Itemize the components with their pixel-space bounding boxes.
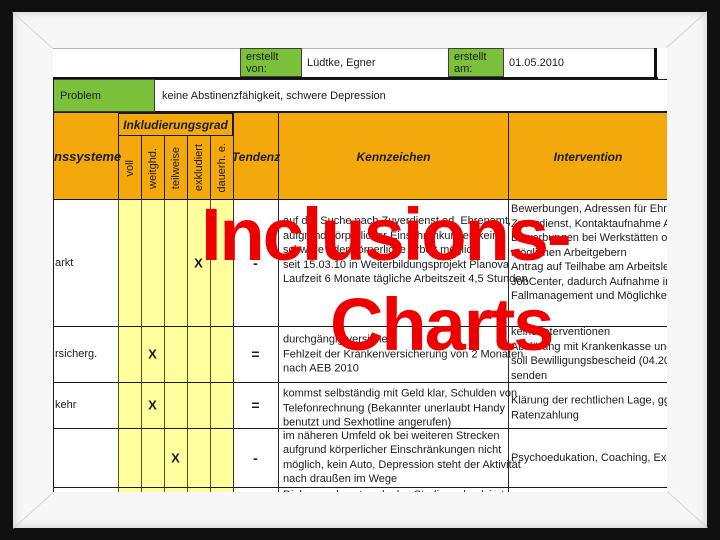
meta-row-bottom-border — [53, 77, 658, 79]
level-label: voll — [124, 159, 136, 177]
header-systems-column: nssysteme — [54, 149, 122, 164]
header-tendency: Tendenz — [232, 113, 280, 200]
yellow-column-voll — [118, 200, 141, 492]
frame-miter-bottom-left — [13, 491, 54, 529]
tendency-value: = — [251, 397, 260, 413]
table-row: kehr X = kommst selbständig mit Geld kla… — [53, 382, 667, 428]
row-border — [53, 428, 667, 429]
table-left-border — [53, 79, 54, 492]
level-label: teilweise — [170, 146, 182, 190]
system-label: arkt — [55, 257, 74, 269]
problem-value-cell: keine Abstinenzfähigkeit, schwere Depres… — [155, 79, 667, 112]
signs-column-border — [278, 200, 279, 492]
yellow-column-dauerh — [210, 200, 233, 492]
frame-miter-top-left — [12, 12, 54, 49]
mark-cell: X — [194, 255, 203, 271]
system-label: rsicherg. — [55, 348, 98, 360]
overlay-title-line1: Inclusions- — [201, 193, 572, 276]
mark-cell: X — [148, 346, 157, 362]
created-by-value-cell: Lüdtke, Egner — [302, 48, 448, 77]
signs-text: Diplom und postgraduales Studium absolvi… — [283, 488, 504, 492]
header-signs: Kennzeichen — [278, 113, 508, 200]
frame-miter-bottom-right — [666, 491, 708, 528]
meta-row-right-border — [654, 48, 657, 78]
row-border — [53, 326, 667, 327]
created-by-label-cell: erstellt von: — [240, 48, 302, 77]
level-label: exkludiert — [193, 144, 205, 192]
table-body: arkt X - auf der Suche nach Zuverdienst … — [53, 79, 667, 492]
tendency-value: = — [251, 346, 260, 362]
signs-text: im näheren Umfeld ok bei weiteren Streck… — [283, 429, 521, 486]
row-border — [53, 487, 667, 488]
table-row: rsicherg. X = durchgängig versichert, Fe… — [53, 326, 667, 382]
created-at-label-cell: erstellt am: — [448, 48, 504, 77]
signs-text: kommst selbständig mit Geld klar, Schuld… — [283, 387, 518, 429]
signs-text: durchgängig versichert, Fehlzeit der Kra… — [283, 333, 524, 375]
header-level-exkludiert: exkludiert — [187, 136, 210, 200]
level-label: dauerh. e. — [216, 143, 228, 193]
yellow-column-teilweise — [164, 200, 187, 492]
header-level-weitghd: weitghd. — [141, 136, 164, 200]
meta-empty-cell — [53, 48, 240, 77]
problem-row: Problem keine Abstinenzfähigkeit, schwer… — [53, 79, 667, 112]
created-at-value-cell: 01.05.2010 — [504, 48, 654, 77]
level-label: weitghd. — [147, 147, 159, 189]
yellow-column-exkludiert — [187, 200, 210, 492]
table-row: X - im näheren Umfeld ok bei weiteren St… — [53, 428, 667, 487]
tendency-value: - — [253, 255, 258, 271]
intervention-text: Bewerbungen, Adressen für Ehrena Zuverdi… — [511, 203, 667, 302]
tendency-value: - — [253, 449, 258, 466]
mark-cell: X — [171, 450, 180, 465]
mark-cell: X — [148, 397, 157, 413]
frame-miter-top-right — [666, 11, 707, 49]
picture-frame-mat: erstellt von: Lüdtke, Egner erstellt am:… — [12, 11, 708, 529]
yellow-columns-right-border — [233, 200, 234, 492]
spreadsheet-table: erstellt von: Lüdtke, Egner erstellt am:… — [53, 48, 667, 492]
intervention-text: keine Interventionen Abklärung mit Krank… — [511, 326, 667, 382]
header-level-dauerh: dauerh. e. — [210, 136, 233, 200]
table-row: Diplom und postgraduales Studium absolvi… — [53, 487, 667, 492]
yellow-column-weitghd — [141, 200, 164, 492]
problem-label-cell: Problem — [53, 79, 155, 112]
intervention-text: Psychoedukation, Coaching, Explor — [511, 451, 667, 464]
header-intervention: Intervention — [508, 113, 667, 200]
header-inclusion-degree: Inkludierungsgrad — [118, 113, 233, 136]
system-label: kehr — [55, 399, 77, 411]
overlay-title-line2: Charts — [330, 283, 554, 366]
signs-text: auf der Suche nach Zuverdienst od. Ehren… — [283, 215, 528, 285]
row-border — [53, 382, 667, 383]
table-row: arkt X - auf der Suche nach Zuverdienst … — [53, 200, 667, 326]
intervention-column-border — [508, 200, 509, 492]
header-level-voll: voll — [118, 136, 141, 200]
header-level-teilweise: teilweise — [164, 136, 187, 200]
table-header: nssysteme Inkludierungsgrad voll weitghd… — [53, 112, 667, 200]
intervention-text: Klärung der rechtlichen Lage, ggf. Raten… — [511, 394, 667, 422]
